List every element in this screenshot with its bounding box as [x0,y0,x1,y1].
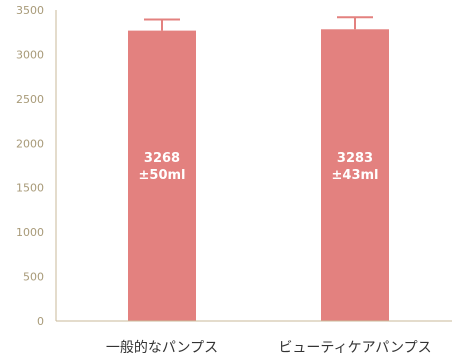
y-tick-label: 1500 [16,182,44,195]
y-axis: 0 500 1000 1500 2000 2500 3000 3500 [16,4,57,328]
data-labels: 3268 ±50ml 3283 ±43ml [139,151,379,183]
y-tick-label: 0 [37,315,44,328]
y-tick-label: 3500 [16,4,44,17]
y-tick-label: 3000 [16,48,44,61]
y-tick-label: 500 [23,271,44,284]
data-label: 3268 [144,151,180,166]
y-tick-label: 2000 [16,137,44,150]
bar [128,30,196,321]
data-label: 3283 [337,151,373,166]
bars [128,16,389,321]
bar [321,29,389,321]
x-category-label: ビューティケアパンプス [278,340,431,356]
y-tick-label: 2500 [16,93,44,106]
data-label: ±43ml [332,168,379,183]
x-category-label: 一般的なパンプス [106,340,218,356]
y-tick-label: 1000 [16,226,44,239]
data-label: ±50ml [139,168,186,183]
x-axis: 一般的なパンプス ビューティケアパンプス [56,320,452,356]
